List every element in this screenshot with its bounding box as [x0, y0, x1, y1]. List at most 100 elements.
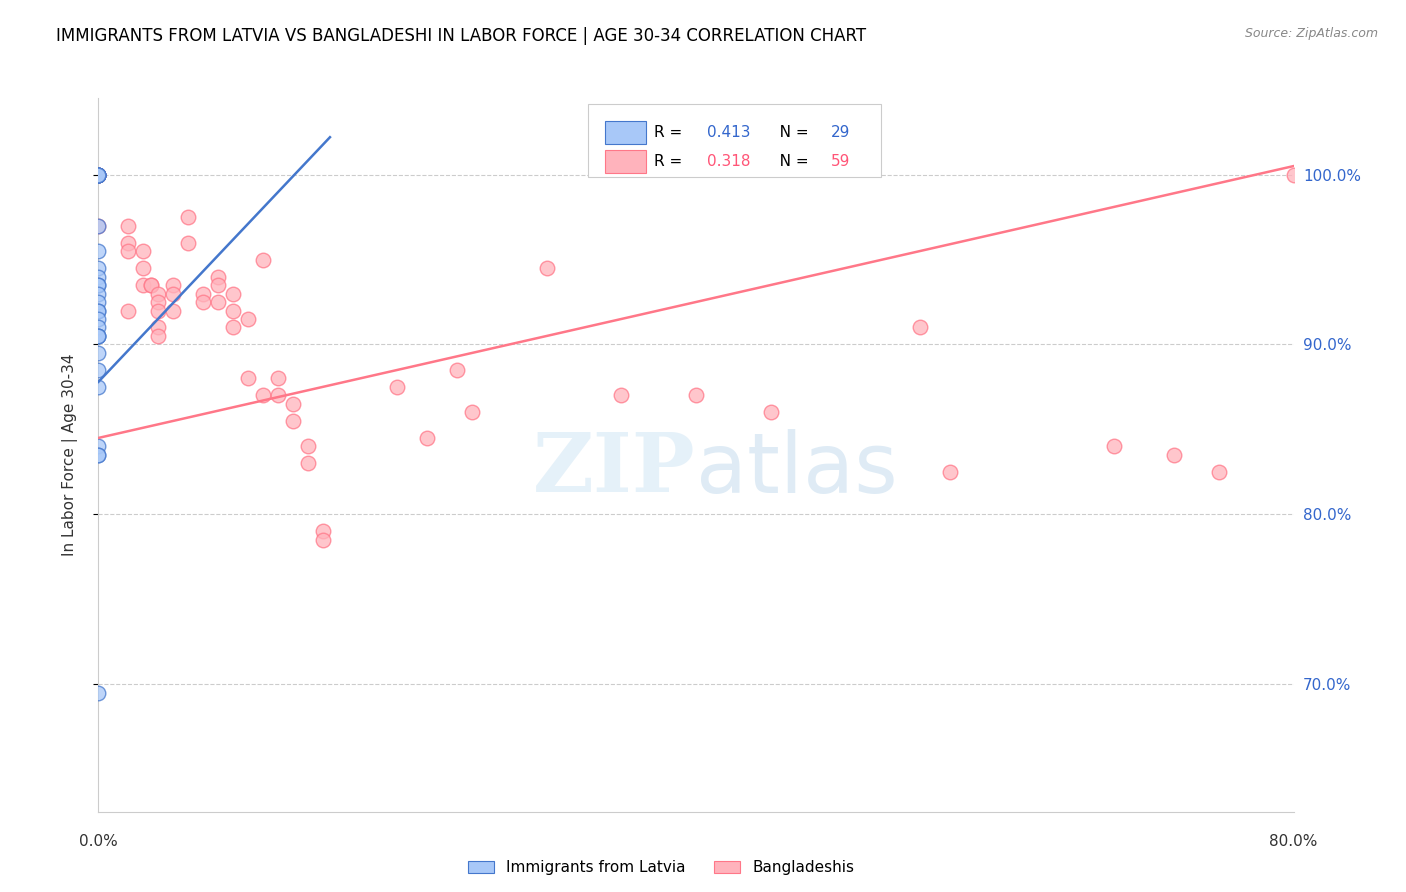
Point: [311, 533, 333, 547]
Text: Source: ZipAtlas.com: Source: ZipAtlas.com: [1244, 27, 1378, 40]
FancyBboxPatch shape: [605, 121, 645, 144]
Point: [685, 388, 707, 402]
Point: [87, 269, 110, 284]
Point: [87, 168, 110, 182]
Point: [87, 312, 110, 326]
Point: [87, 448, 110, 462]
Text: R =: R =: [654, 125, 688, 140]
Point: [87, 439, 110, 453]
Point: [177, 210, 200, 224]
Point: [148, 295, 170, 310]
Text: N =: N =: [765, 153, 814, 169]
Text: ZIP: ZIP: [533, 429, 696, 509]
Point: [148, 286, 170, 301]
Point: [87, 346, 110, 360]
Text: 0.413: 0.413: [707, 125, 751, 140]
Point: [297, 439, 319, 453]
Point: [87, 686, 110, 700]
Point: [236, 371, 259, 385]
FancyBboxPatch shape: [605, 150, 645, 173]
Point: [87, 168, 110, 182]
Point: [87, 303, 110, 318]
Point: [1282, 168, 1305, 182]
Point: [117, 219, 139, 233]
Point: [87, 329, 110, 343]
Point: [87, 168, 110, 182]
Text: Bangladeshis: Bangladeshis: [752, 860, 855, 874]
Point: [281, 414, 304, 428]
Point: [117, 235, 139, 250]
Point: [759, 405, 782, 419]
Text: R =: R =: [654, 153, 688, 169]
Point: [87, 448, 110, 462]
Point: [1163, 448, 1185, 462]
Point: [1208, 465, 1230, 479]
Text: N =: N =: [765, 125, 814, 140]
Point: [87, 295, 110, 310]
Point: [87, 219, 110, 233]
Point: [87, 303, 110, 318]
Point: [87, 219, 110, 233]
Point: [87, 168, 110, 182]
Point: [87, 168, 110, 182]
Text: Immigrants from Latvia: Immigrants from Latvia: [506, 860, 686, 874]
Point: [87, 363, 110, 377]
Point: [610, 388, 633, 402]
Point: [87, 244, 110, 258]
Text: IMMIGRANTS FROM LATVIA VS BANGLADESHI IN LABOR FORCE | AGE 30-34 CORRELATION CHA: IMMIGRANTS FROM LATVIA VS BANGLADESHI IN…: [56, 27, 866, 45]
Point: [267, 371, 290, 385]
Point: [1104, 439, 1126, 453]
Point: [148, 329, 170, 343]
Point: [162, 286, 184, 301]
Point: [297, 457, 319, 471]
Point: [446, 363, 468, 377]
Point: [87, 260, 110, 275]
Text: 0.0%: 0.0%: [79, 834, 118, 849]
Text: atlas: atlas: [696, 429, 897, 509]
Point: [281, 397, 304, 411]
Point: [191, 286, 214, 301]
Point: [87, 168, 110, 182]
Point: [139, 278, 162, 293]
Point: [87, 168, 110, 182]
Text: 80.0%: 80.0%: [1270, 834, 1317, 849]
Point: [162, 303, 184, 318]
Point: [132, 278, 155, 293]
Point: [87, 168, 110, 182]
Point: [536, 260, 558, 275]
Point: [252, 252, 274, 267]
Point: [222, 303, 245, 318]
Point: [222, 320, 245, 334]
Point: [236, 312, 259, 326]
Text: 29: 29: [831, 125, 851, 140]
Point: [267, 388, 290, 402]
Point: [148, 320, 170, 334]
Point: [87, 278, 110, 293]
Point: [87, 329, 110, 343]
Point: [252, 388, 274, 402]
Point: [222, 286, 245, 301]
Text: 0.318: 0.318: [707, 153, 751, 169]
Y-axis label: In Labor Force | Age 30-34: In Labor Force | Age 30-34: [62, 353, 77, 557]
Point: [87, 320, 110, 334]
Point: [162, 278, 184, 293]
Point: [939, 465, 962, 479]
FancyBboxPatch shape: [588, 103, 882, 177]
Point: [416, 431, 439, 445]
Point: [87, 329, 110, 343]
Point: [87, 286, 110, 301]
Point: [461, 405, 484, 419]
Point: [207, 278, 229, 293]
Point: [311, 524, 333, 539]
Point: [177, 235, 200, 250]
Point: [87, 168, 110, 182]
Point: [87, 168, 110, 182]
Point: [191, 295, 214, 310]
Text: 59: 59: [831, 153, 851, 169]
Point: [132, 244, 155, 258]
Point: [148, 303, 170, 318]
Point: [207, 295, 229, 310]
Point: [117, 244, 139, 258]
Point: [132, 260, 155, 275]
Point: [117, 303, 139, 318]
